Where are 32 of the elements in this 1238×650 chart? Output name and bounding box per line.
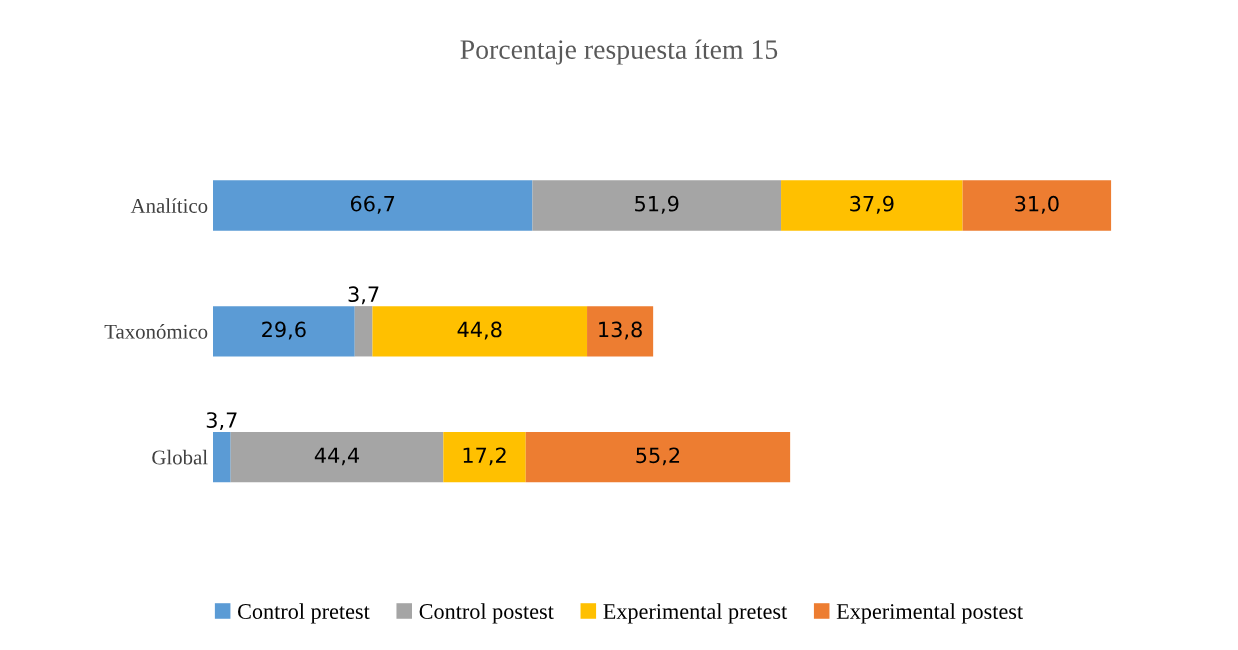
legend-label: Experimental postest bbox=[836, 603, 1023, 624]
data-label: 66,7 bbox=[350, 195, 395, 214]
y-tick-label: Global bbox=[152, 449, 208, 465]
y-tick-label: Taxonómico bbox=[104, 324, 208, 339]
data-label: 37,9 bbox=[850, 195, 894, 214]
data-label: 3,7 bbox=[206, 412, 237, 431]
bar bbox=[212, 306, 355, 357]
legend-label: Control postest bbox=[419, 603, 554, 624]
bar bbox=[230, 431, 444, 483]
chart-title: Porcentaje respuesta ítem 15 bbox=[460, 39, 778, 65]
bar bbox=[587, 306, 654, 357]
data-label: 3,7 bbox=[348, 286, 379, 305]
bar bbox=[443, 431, 526, 483]
y-tick-label: Analítico bbox=[130, 198, 208, 213]
bar bbox=[212, 431, 231, 483]
legend-label: Control pretest bbox=[238, 603, 370, 624]
data-label: 44,8 bbox=[457, 321, 502, 340]
legend-label: Experimental pretest bbox=[603, 603, 788, 624]
bar bbox=[781, 180, 963, 231]
data-label: 44,4 bbox=[314, 447, 360, 466]
data-label: 17,2 bbox=[463, 447, 506, 466]
bar bbox=[372, 306, 588, 357]
data-label: 29,6 bbox=[262, 321, 306, 340]
bar bbox=[525, 431, 791, 483]
bar bbox=[354, 306, 373, 357]
data-label: 13,8 bbox=[599, 321, 642, 340]
data-label: 55,2 bbox=[636, 447, 680, 466]
bar bbox=[212, 180, 533, 231]
bar bbox=[532, 180, 782, 231]
data-label: 51,9 bbox=[635, 195, 679, 214]
bar bbox=[962, 180, 1112, 231]
data-label: 31,0 bbox=[1015, 195, 1059, 214]
